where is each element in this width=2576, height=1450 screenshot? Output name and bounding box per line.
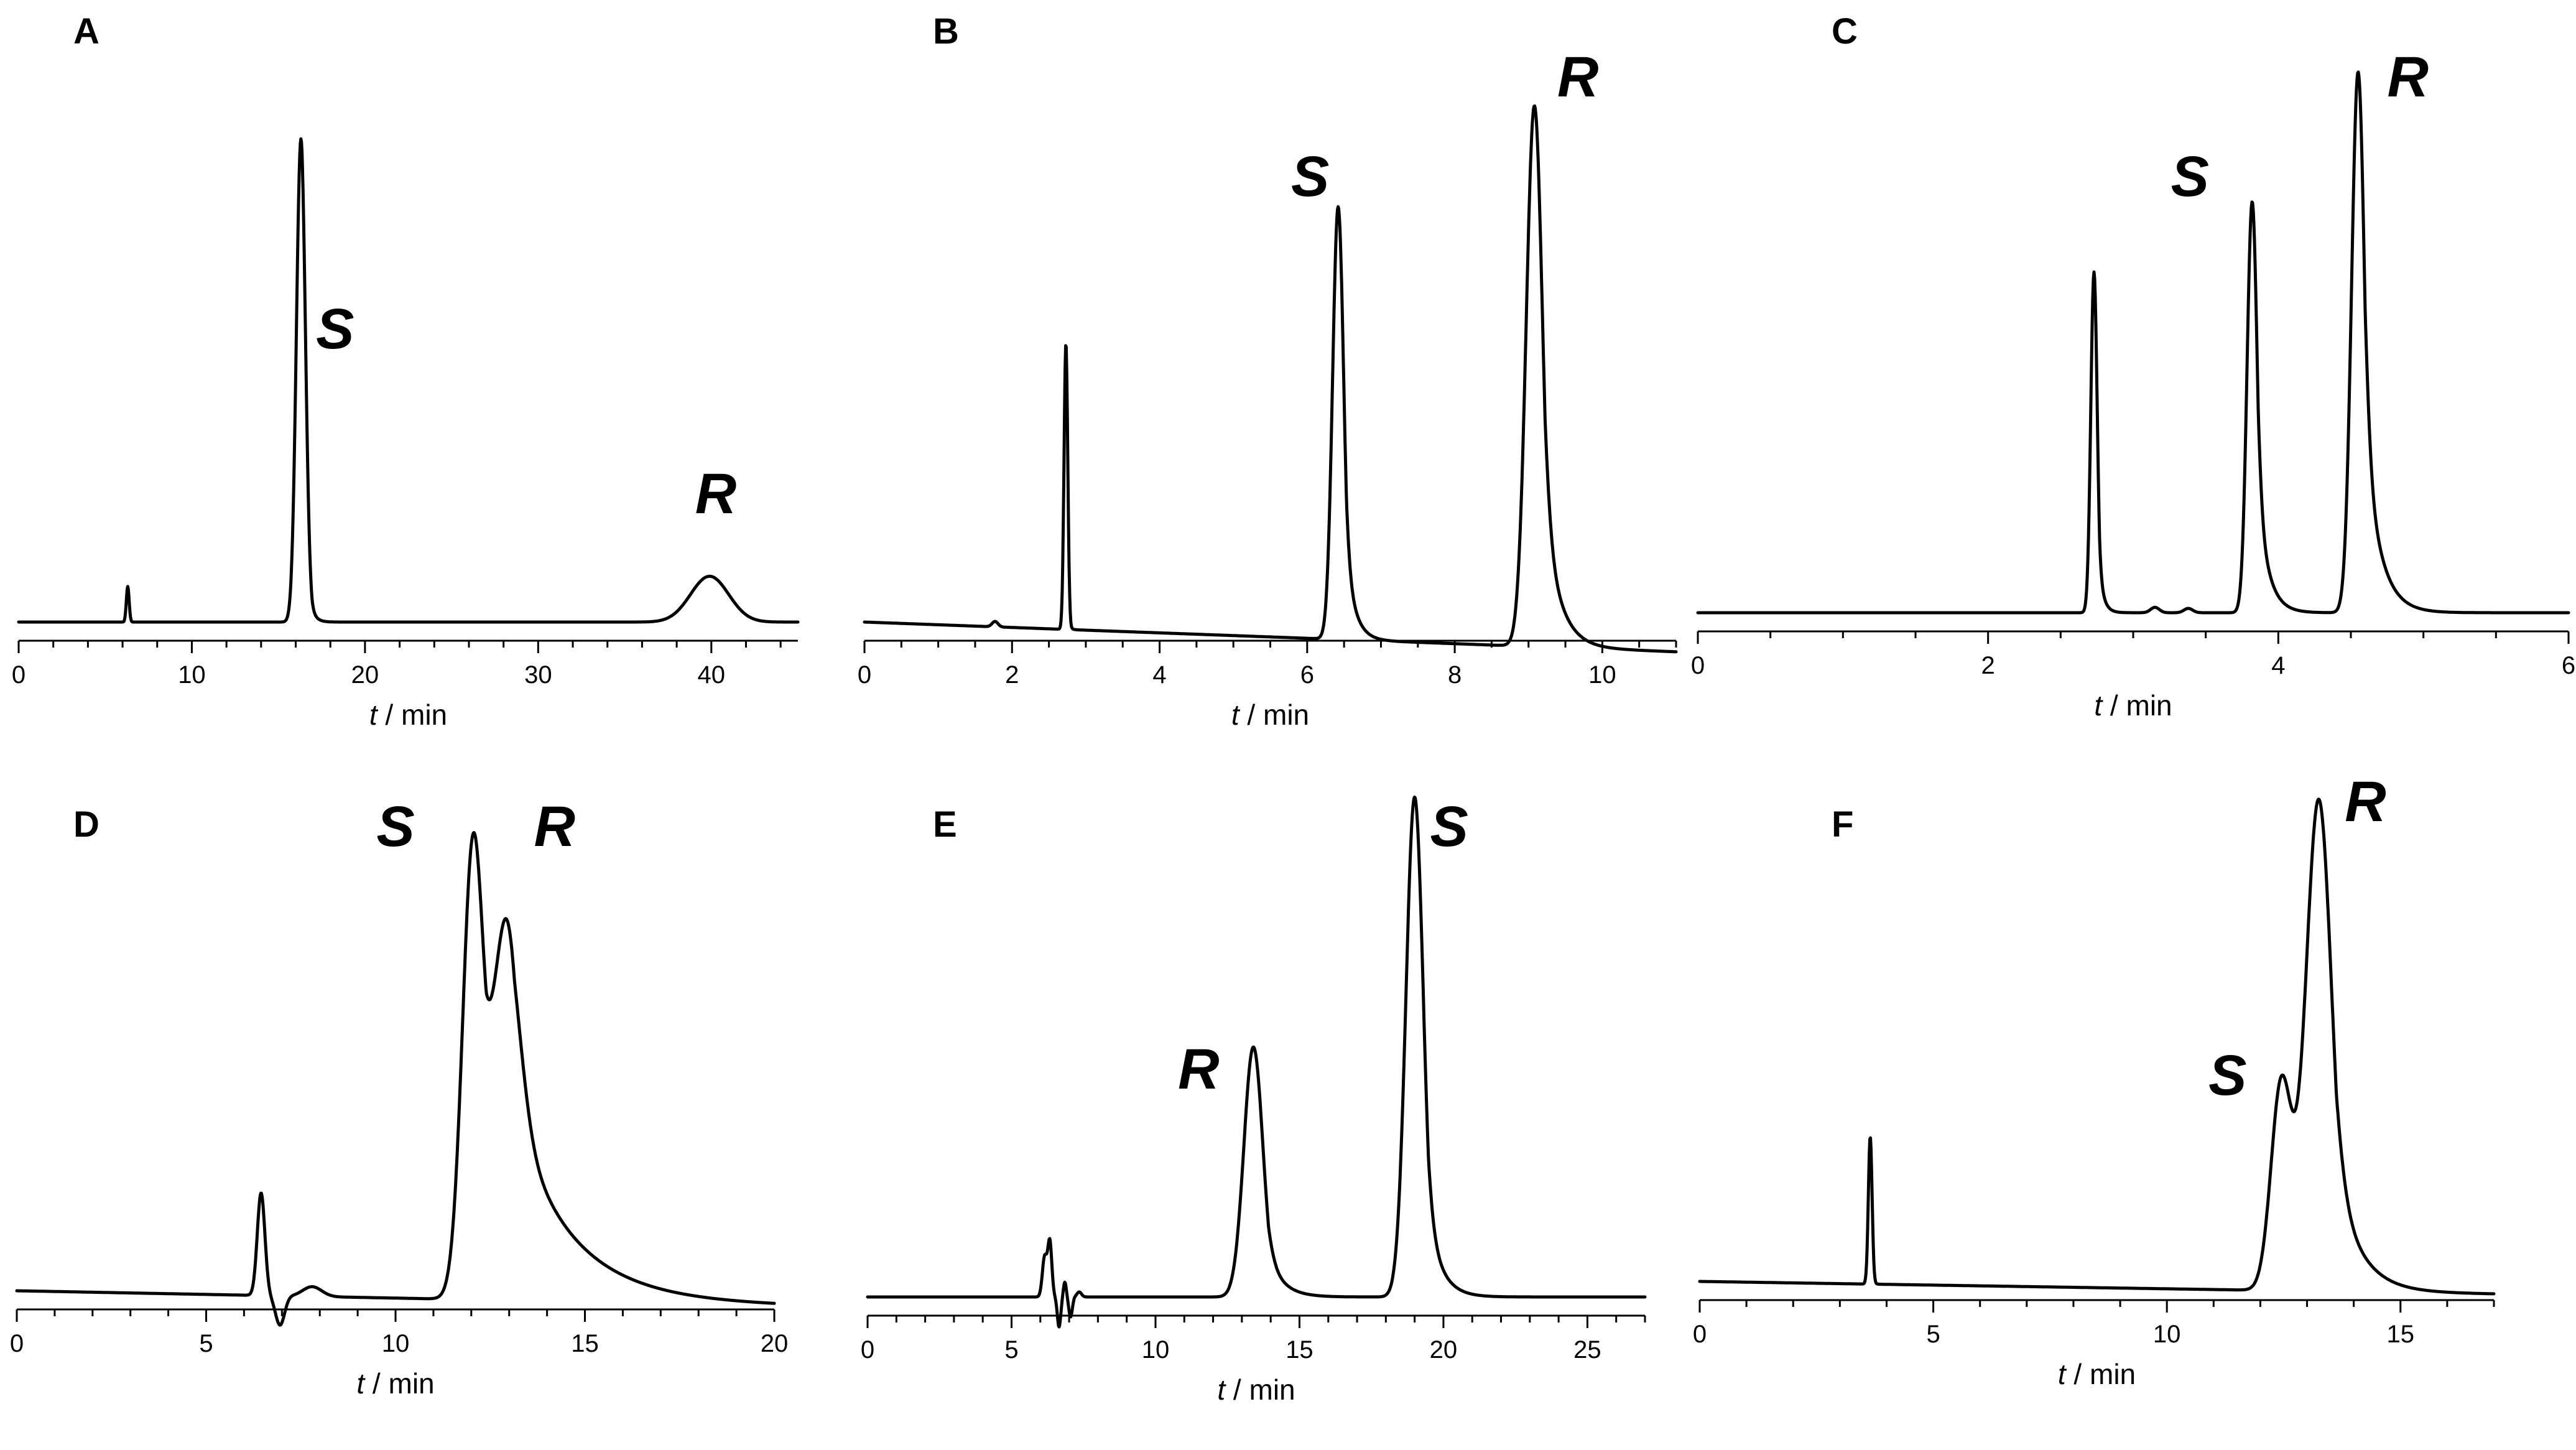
- chart-panel-c: C 0 2 4 6 t / min S R: [1691, 11, 2575, 722]
- chart-panel-b: B 0 2 4 6 8 10 t / min S R: [858, 11, 1678, 731]
- peak-label-s: S: [316, 297, 354, 361]
- chart-panel-a: A 0 10 20 30 40 t / min S R: [12, 11, 800, 731]
- chromatogram-trace: [1696, 70, 2570, 615]
- x-tick-label: 0: [1693, 1321, 1707, 1348]
- panel-letter-e: E: [933, 804, 957, 845]
- peak-label-s: S: [2171, 145, 2209, 208]
- x-axis-title: t / min: [1217, 1373, 1295, 1406]
- peak-label-s: S: [1430, 795, 1468, 858]
- x-tick-label: 40: [698, 661, 726, 689]
- x-tick-label: 4: [2271, 652, 2285, 679]
- peak-label-s: S: [2208, 1044, 2246, 1107]
- panel-letter-c: C: [1832, 11, 1858, 52]
- peak-label-r: R: [1557, 45, 1598, 109]
- x-tick-label: 10: [1142, 1336, 1170, 1364]
- x-tick-label: 0: [861, 1336, 874, 1364]
- x-tick-label: 20: [761, 1330, 789, 1357]
- x-tick-label: 15: [1286, 1336, 1313, 1364]
- peak-label-s: S: [1291, 145, 1329, 208]
- x-axis-title: t / min: [1231, 699, 1309, 731]
- x-axis-title: t / min: [2058, 1358, 2136, 1390]
- panel-letter-f: F: [1832, 804, 1853, 845]
- x-tick-label: 0: [858, 661, 871, 689]
- x-tick-label: 5: [1004, 1336, 1018, 1364]
- x-tick-label: 30: [524, 661, 552, 689]
- x-tick-label: 0: [1691, 652, 1705, 679]
- x-axis-title: t / min: [2094, 689, 2172, 722]
- x-tick-label: 10: [178, 661, 206, 689]
- chromatogram-trace: [17, 137, 800, 624]
- x-tick-label: 0: [10, 1330, 24, 1357]
- x-axis-title: t / min: [356, 1367, 434, 1400]
- peak-label-s: S: [376, 795, 414, 858]
- x-tick-label: 10: [1588, 661, 1616, 689]
- peak-label-r: R: [534, 795, 575, 858]
- peak-label-r: R: [695, 462, 736, 526]
- x-tick-label: 2: [1981, 652, 1995, 679]
- x-axis-title: t / min: [369, 699, 447, 731]
- peak-label-r: R: [2345, 770, 2386, 834]
- chromatogram-trace: [863, 104, 1678, 654]
- x-tick-label: 20: [351, 661, 379, 689]
- x-tick-label: 5: [1926, 1321, 1940, 1348]
- chart-panel-e: E 0 5 10 15 20 25 t / min R S: [861, 795, 1647, 1406]
- chromatogram-trace: [15, 831, 776, 1327]
- panel-letter-d: D: [73, 804, 100, 845]
- x-tick-label: 25: [1573, 1336, 1601, 1364]
- x-tick-label: 10: [382, 1330, 410, 1357]
- x-tick-label: 0: [12, 661, 25, 689]
- peak-label-r: R: [2387, 45, 2428, 109]
- x-tick-label: 2: [1005, 661, 1019, 689]
- x-tick-label: 6: [1300, 661, 1314, 689]
- x-tick-label: 5: [199, 1330, 213, 1357]
- x-tick-label: 15: [571, 1330, 599, 1357]
- x-tick-label: 10: [2153, 1321, 2181, 1348]
- peak-label-r: R: [1178, 1038, 1219, 1101]
- x-tick-label: 4: [1152, 661, 1166, 689]
- chromatogram-trace: [866, 795, 1647, 1329]
- chromatogram-trace: [1698, 797, 2496, 1296]
- x-tick-label: 6: [2562, 652, 2575, 679]
- chart-panel-d: D 0 5 10 15 20 t / min S R: [10, 795, 788, 1400]
- panel-letter-a: A: [73, 11, 100, 52]
- chart-panel-f: F 0 5 10 15 t / min S R: [1693, 770, 2496, 1390]
- panel-letter-b: B: [933, 11, 959, 52]
- x-tick-label: 20: [1430, 1336, 1458, 1364]
- x-tick-label: 15: [2387, 1321, 2415, 1348]
- x-tick-label: 8: [1448, 661, 1462, 689]
